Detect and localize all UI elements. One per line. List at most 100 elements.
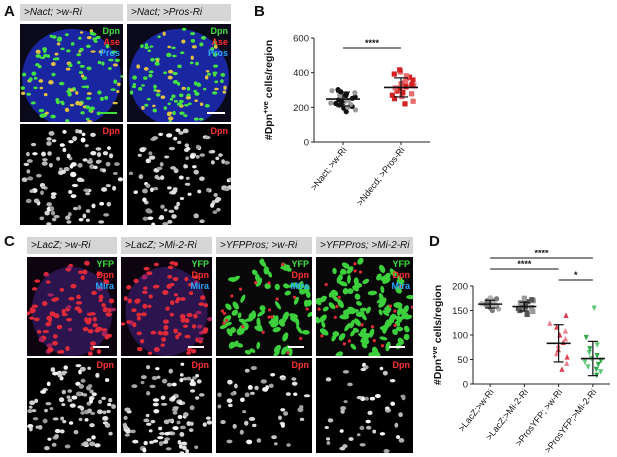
nucleus — [179, 196, 185, 200]
nucleus — [36, 173, 42, 178]
nucleus — [220, 72, 226, 77]
nucleus — [182, 445, 187, 451]
nucleus — [158, 426, 163, 431]
nucleus — [367, 410, 373, 415]
nucleus — [401, 395, 406, 401]
data-point — [586, 350, 592, 356]
nucleus — [148, 294, 153, 299]
nucleus — [140, 375, 147, 380]
channel-label-mira: Mira — [391, 281, 410, 291]
nucleus — [150, 330, 157, 335]
nucleus — [56, 42, 61, 46]
nucleus — [199, 102, 204, 106]
nucleus — [78, 70, 84, 74]
nucleus — [142, 197, 147, 203]
nucleus — [188, 428, 194, 433]
nucleus — [42, 329, 50, 334]
nucleus — [39, 56, 46, 60]
data-point — [403, 78, 409, 84]
nucleus — [142, 188, 148, 194]
nucleus — [244, 392, 250, 398]
nuclei-overlay — [324, 362, 406, 453]
nucleus — [61, 308, 66, 314]
nucleus — [57, 372, 63, 378]
nucleus — [92, 37, 98, 41]
nucleus — [44, 446, 50, 451]
nucleus — [95, 35, 101, 40]
nucleus — [49, 311, 56, 317]
nucleus — [184, 143, 190, 148]
nucleus — [394, 422, 399, 428]
nucleus — [194, 99, 198, 103]
nucleus — [49, 407, 54, 411]
nucleus — [169, 97, 174, 101]
yfp-cell — [350, 343, 357, 350]
nucleus — [151, 376, 158, 381]
data-point — [335, 87, 341, 93]
nucleus — [66, 153, 71, 159]
data-point — [562, 327, 569, 334]
yfp-cell — [245, 317, 254, 322]
nucleus — [40, 190, 44, 196]
nucleus — [156, 89, 161, 93]
nucleus — [210, 160, 215, 165]
nucleus — [168, 209, 175, 214]
nucleus — [144, 103, 149, 107]
nucleus — [167, 265, 174, 270]
nucleus — [246, 439, 253, 445]
nucleus — [152, 104, 156, 108]
nucleus — [89, 106, 95, 111]
yfp-cell — [395, 326, 404, 332]
nucleus — [29, 426, 33, 432]
nucleus — [248, 416, 256, 421]
nucleus — [143, 266, 150, 271]
data-point — [329, 88, 335, 94]
nucleus — [25, 198, 32, 204]
nucleus — [146, 422, 152, 426]
nucleus — [178, 400, 183, 405]
nucleus — [97, 60, 102, 65]
nucleus — [192, 376, 197, 380]
scale-bar — [93, 346, 109, 348]
nucleus — [89, 31, 95, 36]
nucleus — [202, 87, 207, 91]
nucleus — [132, 83, 137, 87]
channel-label-yfp: YFP — [392, 259, 410, 269]
scale-bar — [207, 112, 225, 114]
panel-letter-b: B — [254, 3, 265, 20]
data-point — [397, 67, 403, 73]
nucleus — [174, 205, 179, 210]
nucleus — [87, 408, 92, 414]
nucleus — [204, 75, 209, 80]
nucleus — [68, 327, 73, 332]
nucleus — [364, 396, 369, 401]
channel-label-mira: Mira — [190, 281, 209, 291]
nucleus — [398, 412, 403, 418]
chart-d: 0 50 100 150 200 #Dpn+ve cells/region >LacZ;>w… — [432, 250, 610, 455]
nucleus — [26, 159, 33, 163]
nucleus — [34, 279, 41, 283]
yfp-cell — [347, 274, 351, 284]
nucleus — [145, 413, 150, 418]
channel-label-ase: Ase — [211, 37, 228, 47]
nucleus — [29, 316, 35, 320]
nucleus — [193, 117, 199, 121]
nucleus — [106, 409, 111, 414]
nucleus — [169, 312, 174, 317]
tissue-region — [22, 28, 121, 122]
nucleus — [38, 79, 44, 83]
nucleus — [168, 146, 176, 151]
nucleus — [39, 113, 45, 118]
yfp-cell — [365, 306, 371, 314]
nucleus — [39, 86, 44, 90]
yfp-cell — [284, 290, 291, 296]
nucleus — [51, 72, 56, 77]
nucleus — [185, 156, 189, 161]
nucleus — [82, 327, 89, 332]
nucleus — [184, 182, 191, 186]
nucleus — [84, 418, 89, 422]
nucleus — [193, 313, 198, 319]
nucleus — [89, 389, 94, 394]
nucleus — [78, 36, 82, 40]
y-tick-label: 600 — [293, 34, 309, 45]
